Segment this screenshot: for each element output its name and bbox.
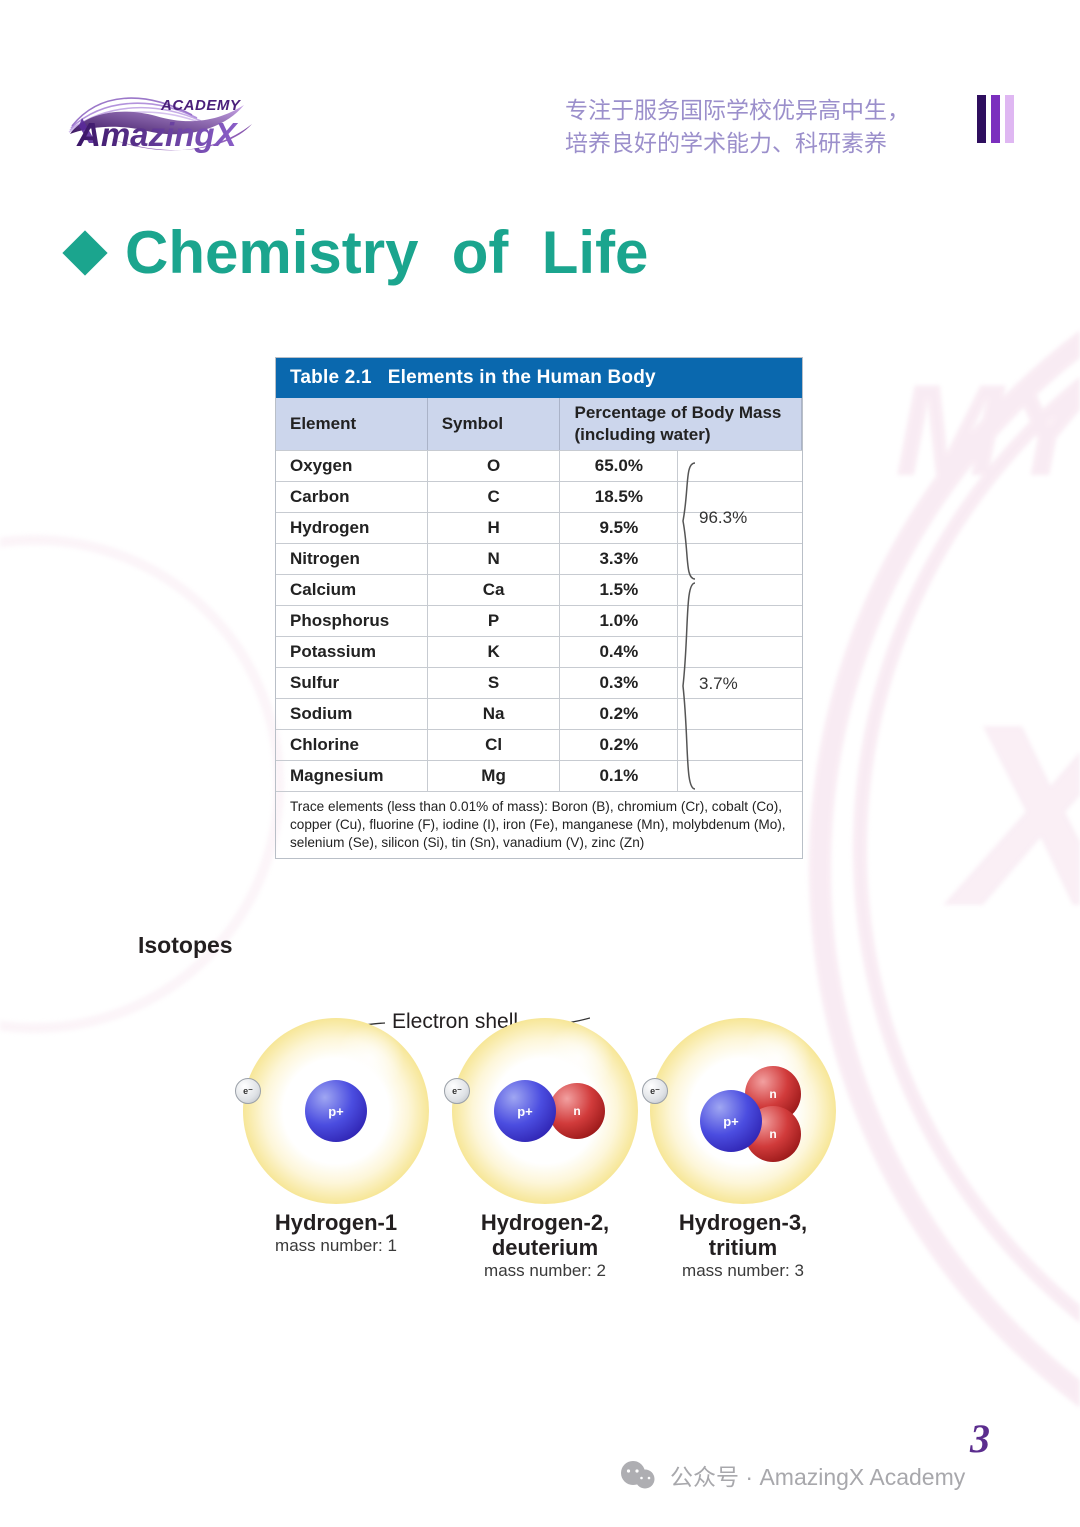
svg-text:X: X (943, 671, 1080, 961)
svg-text:AmazingX: AmazingX (76, 116, 239, 153)
svg-text:MY: MY (895, 357, 1080, 503)
svg-text:ACADEMY: ACADEMY (160, 97, 242, 114)
